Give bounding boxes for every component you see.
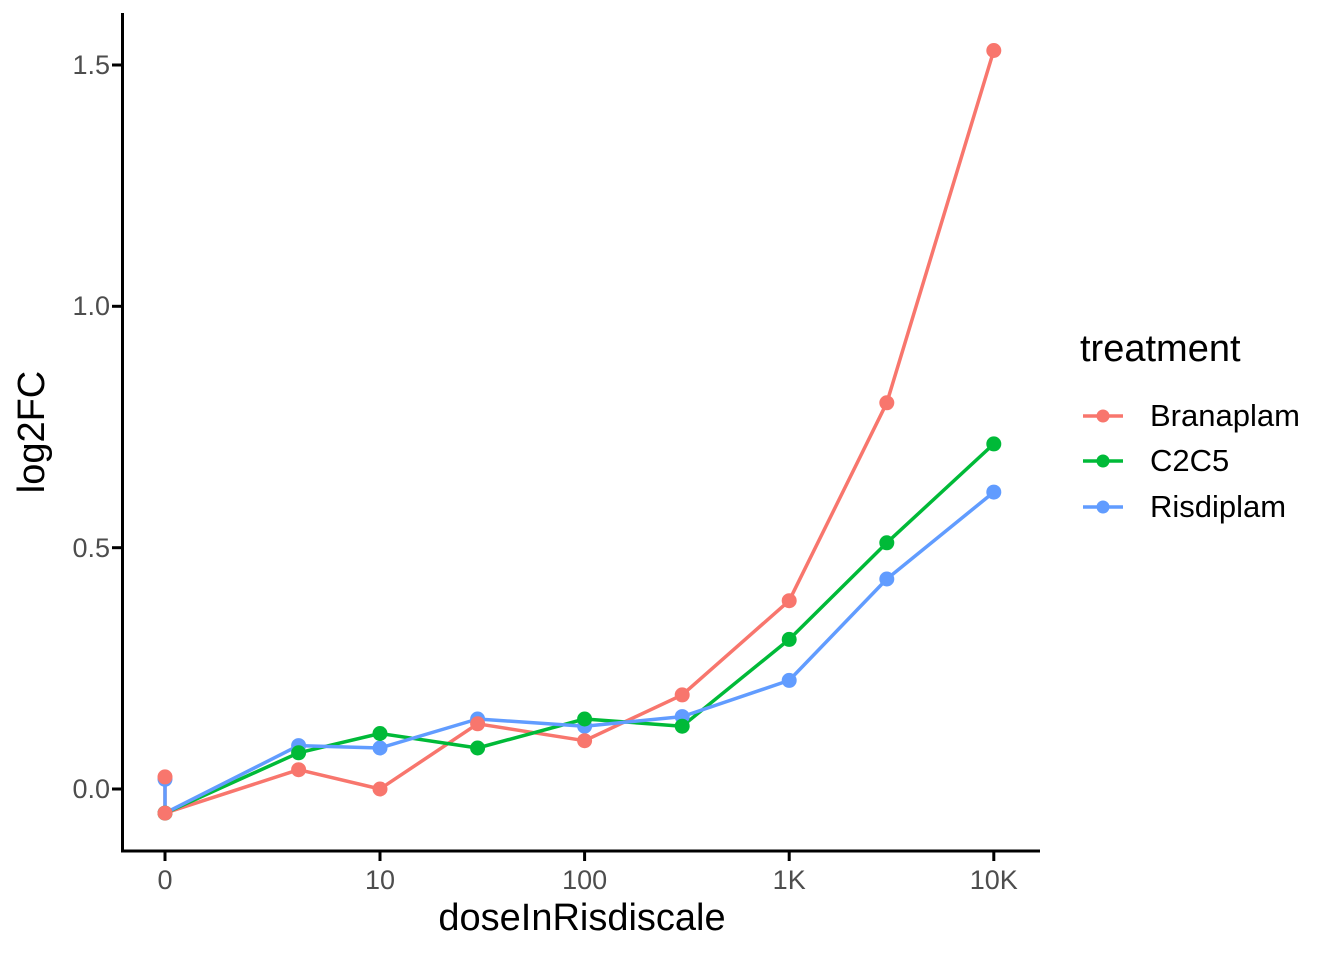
- axes: [121, 13, 1040, 853]
- data-point-branaplam: [157, 805, 173, 821]
- y-tick-label: 0.5: [72, 533, 110, 563]
- y-tick-label: 0.0: [72, 774, 110, 804]
- tick-marks: [112, 63, 996, 861]
- data-point-branaplam: [879, 395, 895, 411]
- data-point-branaplam: [291, 762, 307, 778]
- series-line-risdiplam: [163, 490, 995, 815]
- x-tick-label: 1K: [772, 865, 806, 895]
- x-axis-title: doseInRisdiscale: [438, 897, 726, 939]
- legend: treatment Branaplam C2C5: [1080, 326, 1300, 530]
- data-point-branaplam: [470, 716, 486, 732]
- data-point-risdiplam: [372, 740, 388, 756]
- legend-rows: Branaplam C2C5 Risdiplam: [1080, 393, 1300, 530]
- x-tick-label: 0: [157, 865, 173, 895]
- y-tick-label: 1.0: [72, 291, 110, 321]
- y-tick-label: 1.5: [72, 50, 110, 80]
- data-point-c2c5: [879, 535, 895, 551]
- data-point-branaplam: [986, 43, 1002, 58]
- series-layer: [157, 43, 1002, 821]
- x-tick-label: 10K: [969, 865, 1018, 895]
- x-tick-label: 10: [364, 865, 396, 895]
- data-point-branaplam: [157, 769, 173, 785]
- data-point-c2c5: [372, 726, 388, 741]
- data-point-c2c5: [470, 740, 486, 756]
- legend-row-c2c5: C2C5: [1080, 439, 1300, 485]
- data-point-branaplam: [781, 593, 797, 609]
- data-point-c2c5: [577, 711, 593, 727]
- legend-label: C2C5: [1150, 443, 1230, 479]
- data-point-c2c5: [674, 718, 690, 734]
- legend-label: Branaplam: [1150, 397, 1300, 433]
- legend-label: Risdiplam: [1150, 488, 1287, 524]
- legend-row-risdiplam: Risdiplam: [1080, 484, 1300, 530]
- legend-key-icon: [1083, 500, 1123, 514]
- y-axis-title: log2FC: [11, 370, 53, 494]
- legend-title: treatment: [1080, 328, 1241, 370]
- legend-key-icon: [1083, 409, 1123, 423]
- data-point-risdiplam: [781, 672, 797, 688]
- series-line-branaplam: [163, 49, 996, 815]
- data-point-risdiplam: [986, 484, 1002, 500]
- data-point-branaplam: [674, 687, 690, 703]
- legend-key-icon: [1083, 454, 1123, 468]
- x-tick-label: 100: [562, 865, 608, 895]
- data-point-c2c5: [291, 745, 307, 761]
- series-line-c2c5: [164, 442, 995, 815]
- legend-row-branaplam: Branaplam: [1080, 393, 1300, 439]
- data-point-branaplam: [577, 733, 593, 749]
- data-point-branaplam: [372, 781, 388, 797]
- data-point-c2c5: [781, 631, 797, 647]
- data-point-risdiplam: [879, 571, 895, 587]
- data-point-c2c5: [986, 436, 1002, 452]
